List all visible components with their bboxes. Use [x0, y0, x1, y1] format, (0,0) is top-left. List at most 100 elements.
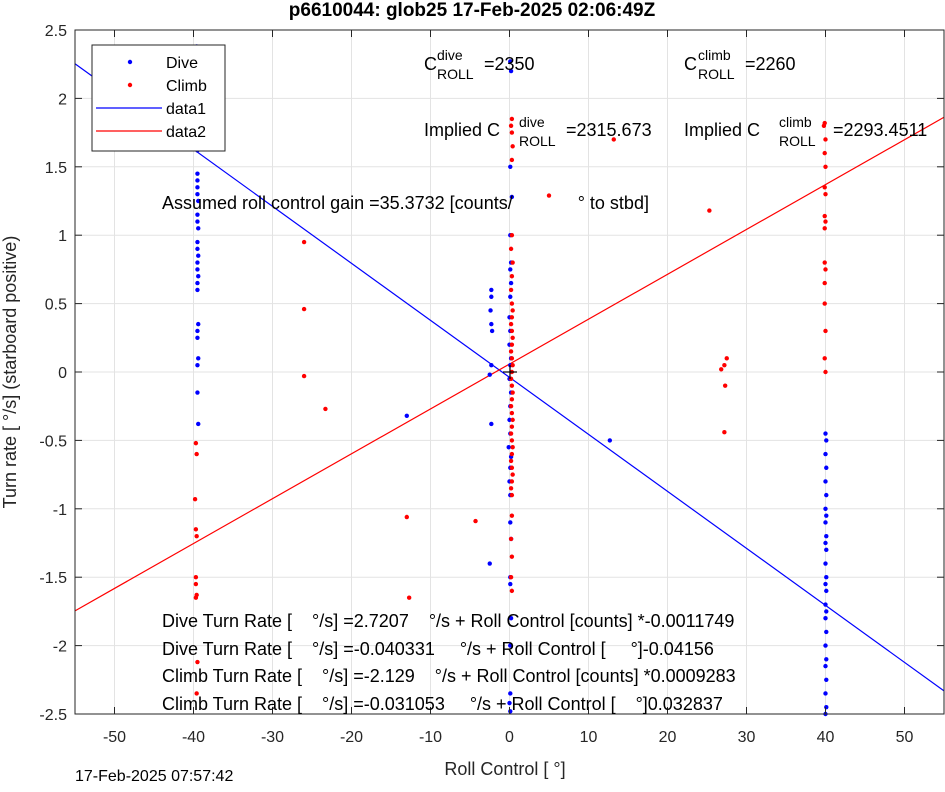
climb-point: [509, 438, 515, 443]
climb-point: [823, 137, 828, 142]
dive-point: [196, 356, 201, 361]
dive-point: [196, 274, 201, 279]
dive-point: [195, 178, 200, 183]
dive-point: [823, 540, 828, 546]
gain-annotation: Assumed roll control gain =35.3732 [coun…: [162, 193, 649, 213]
climb-point: [508, 536, 514, 542]
legend-data2-label: data2: [166, 124, 206, 141]
climb-point: [822, 150, 827, 156]
climb-point: [823, 164, 828, 169]
y-axis-label: Turn rate [ °/s] (starboard positive): [0, 236, 20, 509]
climb-point: [194, 691, 199, 696]
climb-point: [510, 445, 515, 450]
climb-fit-degrees: Climb Turn Rate [ °/s] =-0.031053 °/s + …: [162, 694, 723, 714]
dive-point: [824, 575, 829, 580]
climb-point: [194, 533, 199, 539]
dive-point: [823, 520, 828, 525]
implied-climb-prefix: Implied C: [684, 120, 760, 140]
dive-point: [824, 492, 829, 498]
climb-point: [509, 328, 515, 334]
dive-point: [195, 328, 200, 334]
climb-point: [508, 123, 514, 128]
origin-crosshair: [503, 365, 517, 379]
climb-point: [823, 369, 828, 375]
climb-point: [707, 208, 712, 213]
dive-point: [195, 246, 200, 252]
climb-point: [822, 260, 827, 265]
climb-point: [822, 226, 827, 231]
climb-point: [301, 306, 307, 312]
y-tick-label: 0.5: [45, 297, 67, 314]
x-tick-label: 0: [505, 729, 514, 746]
climb-point: [473, 518, 478, 524]
dive-point: [508, 280, 514, 286]
dive-point: [507, 700, 512, 706]
dive-point: [487, 561, 492, 566]
dive-point: [489, 287, 494, 293]
dive-point: [824, 629, 829, 635]
dive-point: [196, 321, 201, 327]
dive-point: [489, 328, 495, 334]
climb-point: [719, 367, 724, 372]
dive-point: [508, 691, 513, 696]
c-dive-value: =2350: [484, 54, 535, 74]
x-tick-label: 30: [738, 729, 756, 746]
dive-point: [823, 451, 828, 457]
climb-point: [510, 362, 515, 368]
climb-point: [510, 308, 515, 313]
climb-point: [509, 383, 515, 388]
x-axis-label: Roll Control [ °]: [444, 759, 565, 779]
x-tick-label: 10: [580, 729, 598, 746]
dive-point: [508, 520, 513, 525]
climb-point: [509, 315, 515, 320]
dive-point: [824, 547, 829, 553]
dive-point: [508, 581, 513, 587]
climb-point: [193, 575, 199, 580]
y-tick-label: -1: [53, 502, 67, 519]
dive-point: [823, 691, 828, 696]
climb-point: [509, 342, 515, 347]
climb-point: [510, 417, 515, 423]
dive-point: [195, 287, 200, 293]
dive-point: [824, 657, 829, 662]
implied-climb-sup: climb: [779, 114, 812, 130]
climb-point: [823, 328, 828, 334]
dive-point: [195, 185, 200, 190]
dive-point: [195, 239, 200, 245]
x-tick-label: -10: [419, 729, 442, 746]
climb-point: [509, 157, 515, 163]
c-climb-sup: climb: [698, 47, 731, 63]
dive-point: [195, 390, 200, 395]
dive-point: [607, 438, 613, 443]
c-dive-sub: ROLL: [437, 66, 474, 82]
dive-point: [823, 616, 828, 621]
dive-point: [195, 219, 200, 224]
dive-point: [508, 294, 513, 299]
climb-point: [611, 137, 616, 142]
y-tick-label: -1.5: [39, 570, 67, 587]
climb-point: [406, 595, 412, 600]
dive-point: [824, 677, 829, 682]
climb-point: [508, 575, 514, 580]
dive-point: [196, 253, 201, 258]
climb-point: [510, 144, 515, 149]
climb-point: [323, 406, 328, 412]
implied-dive-sub: ROLL: [519, 133, 556, 149]
dive-point: [195, 212, 200, 217]
climb-point: [509, 397, 515, 402]
climb-point: [822, 301, 827, 306]
dive-point: [823, 581, 828, 587]
climb-point: [509, 130, 515, 135]
climb-point: [823, 191, 828, 197]
dive-point: [508, 68, 514, 74]
dive-point: [824, 704, 829, 710]
climb-point: [509, 410, 515, 416]
dive-point: [823, 663, 828, 669]
climb-point: [724, 356, 729, 361]
dive-point: [195, 362, 200, 368]
x-tick-label: 40: [817, 729, 835, 746]
climb-point: [510, 260, 515, 265]
climb-point: [509, 451, 515, 457]
dive-point: [195, 335, 200, 340]
